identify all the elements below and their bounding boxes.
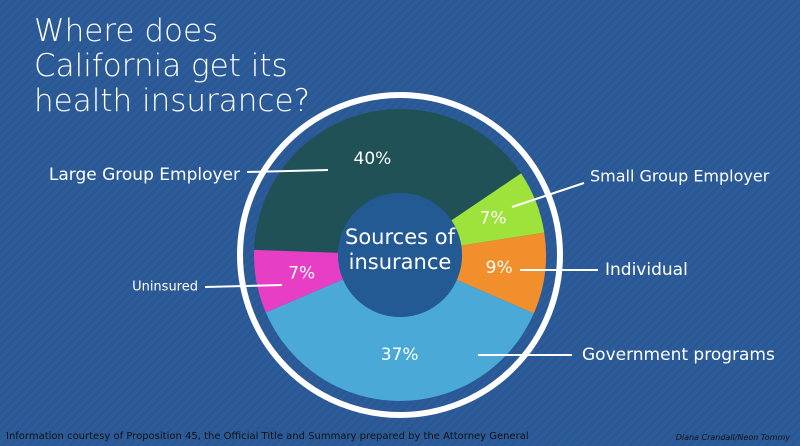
donut-slice (254, 109, 522, 253)
value-label: 40% (354, 149, 392, 169)
donut-slice (254, 249, 344, 313)
center-label: Sources of insurance (345, 225, 455, 274)
value-label: 9% (486, 258, 513, 278)
category-label: Large Group Employer (49, 165, 240, 185)
credit: Diana Crandall/Neon Tommy (675, 433, 790, 442)
donut-slice (265, 279, 534, 401)
category-label: Individual (605, 260, 688, 280)
source-note: Information courtesy of Proposition 45, … (6, 431, 529, 442)
value-label: 7% (288, 263, 315, 283)
chart-title: Where does California get its health ins… (34, 13, 311, 119)
value-label: 7% (480, 209, 507, 229)
donut-hole (338, 193, 462, 317)
donut-slice (451, 173, 545, 246)
category-label: Uninsured (132, 280, 198, 295)
value-label: 37% (381, 345, 419, 365)
category-label: Government programs (582, 345, 775, 365)
donut-slice (456, 232, 546, 314)
category-label: Small Group Employer (590, 167, 770, 186)
outer-ring (237, 92, 563, 418)
